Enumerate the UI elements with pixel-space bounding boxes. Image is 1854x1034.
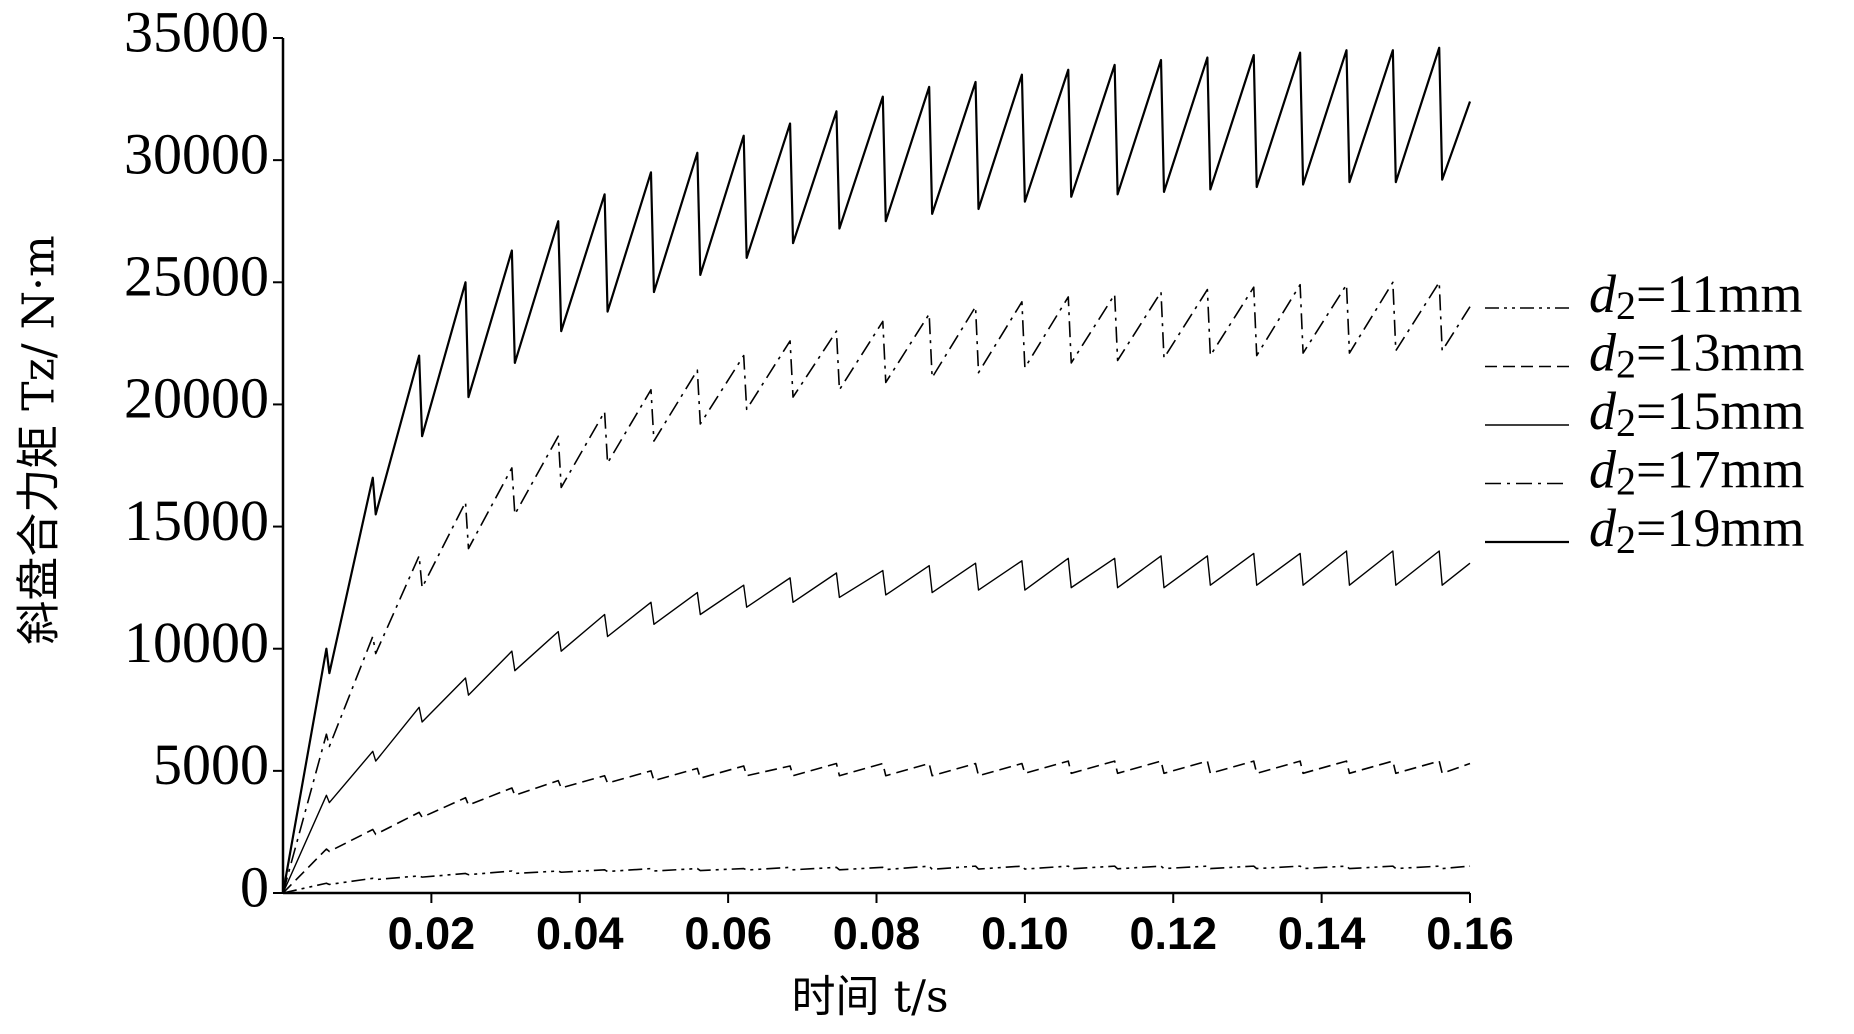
line-series [281, 46, 1472, 894]
x-tick-label: 0.12 [1129, 908, 1217, 959]
line-series [282, 865, 1471, 894]
x-axis-title: 时间 t/s [791, 972, 948, 1023]
y-tick-label: 25000 [124, 244, 269, 309]
legend-label: d2=11mm [1589, 264, 1802, 328]
line-series [282, 550, 1471, 894]
y-tick-label: 30000 [124, 121, 269, 186]
legend-label: d2=19mm [1589, 498, 1804, 562]
y-tick-label: 0 [240, 854, 269, 919]
x-tick-label: 0.06 [684, 908, 772, 959]
y-tick-label: 20000 [124, 366, 269, 431]
x-tick-label: 0.10 [981, 908, 1069, 959]
legend-label: d2=15mm [1589, 381, 1804, 445]
legend-label: d2=13mm [1589, 323, 1804, 387]
y-axis-title: 斜盘合力矩 Tz/ N·m [14, 235, 65, 645]
x-tick-label: 0.14 [1278, 908, 1366, 959]
x-tick-label: 0.02 [388, 908, 476, 959]
y-tick-label: 10000 [124, 610, 269, 675]
x-tick-label: 0.16 [1426, 908, 1514, 959]
y-tick-label: 15000 [124, 488, 269, 553]
y-tick-label: 5000 [153, 732, 269, 797]
y-tick-label: 35000 [124, 0, 269, 64]
x-tick-label: 0.04 [536, 908, 624, 959]
x-tick-label: 0.08 [833, 908, 921, 959]
line-series [282, 281, 1471, 894]
line-series [282, 760, 1471, 894]
legend-label: d2=17mm [1589, 440, 1804, 504]
